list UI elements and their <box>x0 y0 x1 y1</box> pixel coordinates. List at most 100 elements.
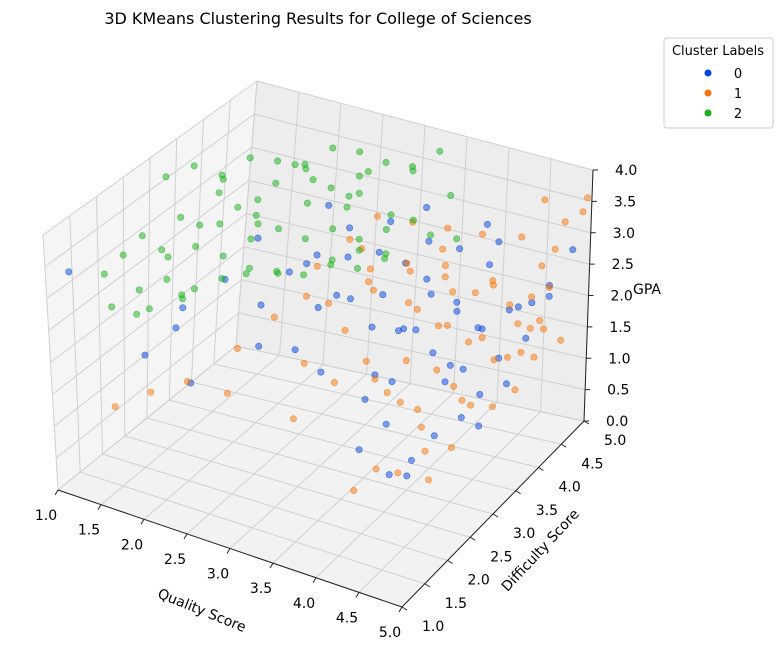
point-cluster-1 <box>394 469 402 477</box>
point-cluster-1 <box>439 245 447 253</box>
point-cluster-0 <box>412 326 420 334</box>
z-tick-label: 3.5 <box>614 194 636 210</box>
point-cluster-0 <box>257 301 265 309</box>
point-cluster-1 <box>372 465 380 473</box>
x-tick-mark <box>269 562 274 569</box>
point-cluster-1 <box>528 293 536 301</box>
x-tick-label: 4.0 <box>293 596 315 612</box>
x-tick-label: 3.5 <box>250 581 272 597</box>
point-cluster-0 <box>317 368 325 376</box>
point-cluster-1 <box>111 403 119 411</box>
z-tick-label: 1.0 <box>608 351 630 367</box>
point-cluster-2 <box>246 264 254 272</box>
y-tick-mark <box>560 443 567 448</box>
point-cluster-2 <box>247 235 255 243</box>
x-tick-label: 3.0 <box>207 567 229 583</box>
floor-pane <box>58 346 584 607</box>
point-cluster-0 <box>441 378 449 386</box>
point-cluster-0 <box>459 365 467 373</box>
point-cluster-1 <box>270 313 278 321</box>
y-tick-label: 2.0 <box>468 573 490 589</box>
z-tick-label: 0.5 <box>607 383 629 399</box>
point-cluster-2 <box>303 199 311 207</box>
point-cluster-0 <box>346 224 354 232</box>
y-tick-label: 2.5 <box>490 549 512 565</box>
point-cluster-1 <box>362 357 370 365</box>
grid-line-y-wall <box>235 80 258 347</box>
point-cluster-0 <box>179 304 187 312</box>
tick-labels: 1.01.52.02.53.03.54.04.55.0 1.01.52.02.53… <box>35 163 637 641</box>
point-cluster-1 <box>443 321 451 329</box>
z-axis-label: GPA <box>633 282 661 298</box>
point-cluster-2 <box>426 231 434 239</box>
point-cluster-1 <box>366 265 374 273</box>
point-cluster-0 <box>483 220 491 228</box>
point-cluster-2 <box>252 211 260 219</box>
data-points <box>65 144 592 494</box>
point-cluster-0 <box>476 390 484 398</box>
point-cluster-1 <box>478 334 486 342</box>
grid-line-y <box>235 345 585 422</box>
x-tick-label: 1.5 <box>78 523 100 539</box>
point-cluster-2 <box>138 232 146 240</box>
legend-label-1: 1 <box>734 87 742 102</box>
point-cluster-1 <box>434 322 442 330</box>
point-cluster-1 <box>489 281 497 289</box>
point-cluster-2 <box>219 175 227 183</box>
x-tick-label: 1.0 <box>35 508 57 524</box>
point-cluster-0 <box>486 261 494 269</box>
point-cluster-2 <box>254 196 262 204</box>
legend: Cluster Labels 0 1 2 <box>663 37 774 129</box>
point-cluster-2 <box>191 285 199 293</box>
x-tick-mark <box>140 518 145 525</box>
point-cluster-1 <box>441 273 449 281</box>
point-cluster-0 <box>387 218 395 226</box>
point-cluster-0 <box>514 303 522 311</box>
point-cluster-1 <box>417 423 425 431</box>
point-cluster-0 <box>502 380 510 388</box>
point-cluster-2 <box>327 184 335 192</box>
y-tick-mark <box>515 490 522 495</box>
point-cluster-0 <box>400 325 408 333</box>
x-axis-label: Quality Score <box>155 586 248 636</box>
point-cluster-0 <box>388 378 396 386</box>
point-cluster-0 <box>141 351 149 359</box>
point-cluster-1 <box>447 443 455 451</box>
grid-line-y <box>213 363 562 445</box>
grid-line-y <box>191 381 539 468</box>
x-tick-label: 2.5 <box>164 552 186 568</box>
point-cluster-0 <box>303 260 311 268</box>
point-cluster-0 <box>475 422 483 430</box>
point-cluster-0 <box>254 234 262 242</box>
z-tick-label: 2.0 <box>611 289 633 305</box>
point-cluster-2 <box>190 162 198 170</box>
point-cluster-1 <box>557 336 565 344</box>
y-tick-mark <box>538 467 544 471</box>
point-cluster-1 <box>369 286 377 294</box>
point-cluster-2 <box>447 192 455 200</box>
point-cluster-2 <box>355 246 363 254</box>
point-cluster-2 <box>329 225 337 233</box>
point-cluster-2 <box>343 203 351 211</box>
point-cluster-1 <box>424 476 432 484</box>
point-cluster-1 <box>341 326 349 334</box>
legend-items: 0 1 2 <box>704 67 742 122</box>
point-cluster-2 <box>309 176 317 184</box>
point-cluster-0 <box>453 307 461 315</box>
point-cluster-2 <box>274 225 282 233</box>
point-cluster-2 <box>345 192 353 200</box>
z-tick-label: 4.0 <box>615 163 637 179</box>
y-tick-mark <box>492 513 499 518</box>
point-cluster-2 <box>179 295 187 303</box>
point-cluster-2 <box>356 148 364 156</box>
point-cluster-2 <box>353 264 361 272</box>
point-cluster-2 <box>382 250 390 258</box>
point-cluster-1 <box>449 288 457 296</box>
point-cluster-1 <box>526 324 534 332</box>
point-cluster-1 <box>506 301 514 309</box>
point-cluster-2 <box>328 256 336 264</box>
point-cluster-2 <box>300 271 308 279</box>
z-tick-label: 1.5 <box>609 320 631 336</box>
point-cluster-2 <box>382 158 390 166</box>
point-cluster-0 <box>172 324 180 332</box>
